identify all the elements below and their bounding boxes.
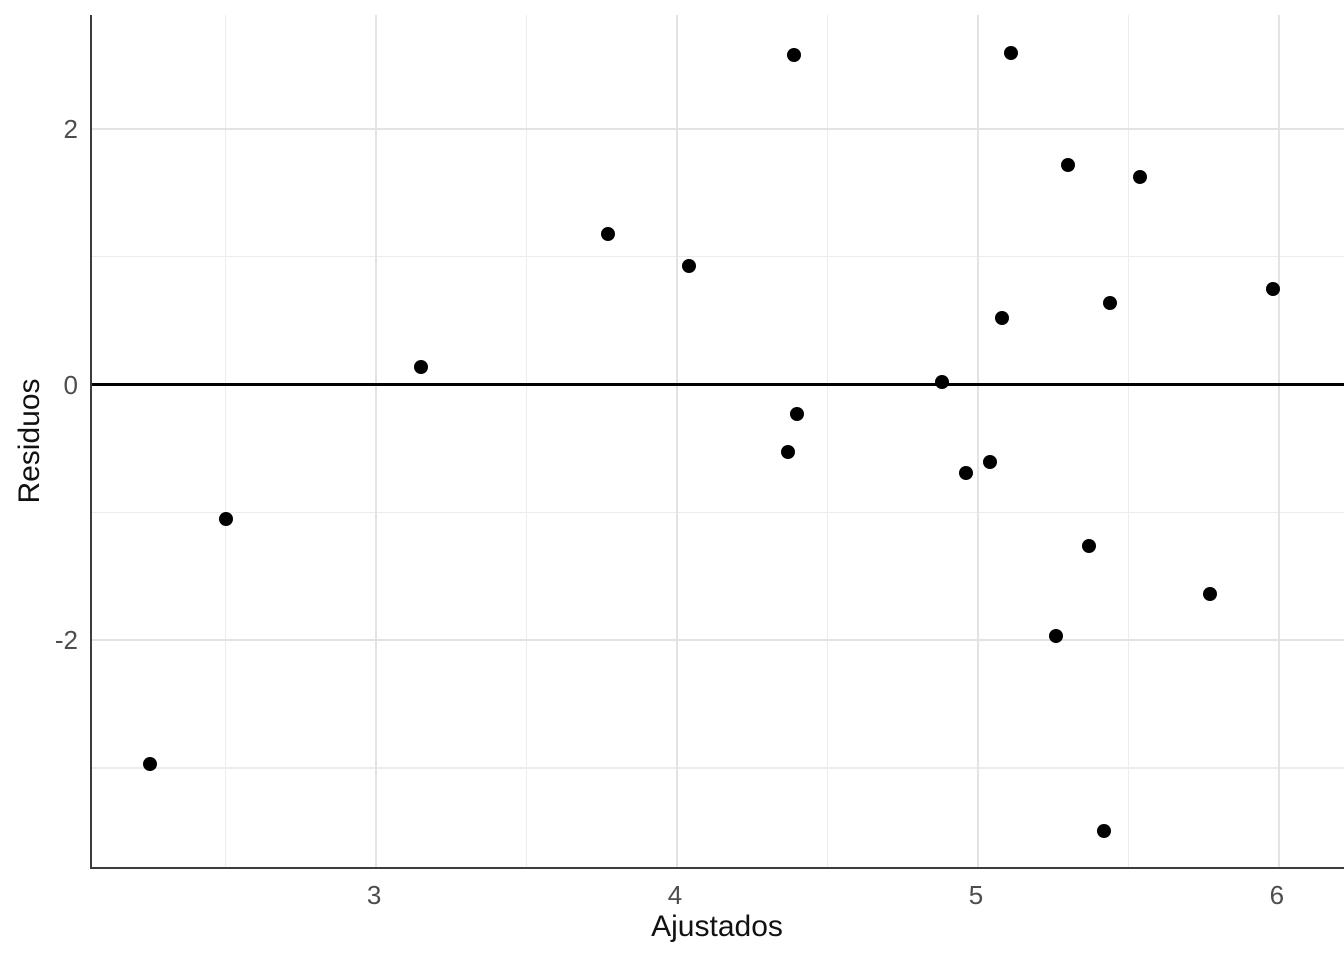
data-point (781, 445, 796, 460)
y-minor-gridline (92, 511, 1344, 514)
y-major-gridline (92, 127, 1344, 130)
data-point (1061, 157, 1076, 172)
zero-reference-line (92, 383, 1344, 386)
data-point (1097, 823, 1112, 838)
plot-panel (90, 15, 1344, 869)
y-minor-gridline (92, 256, 1344, 258)
data-point (600, 226, 615, 241)
data-point (143, 757, 158, 772)
data-point (982, 455, 997, 470)
data-point (934, 374, 949, 389)
x-tick-label: 4 (667, 880, 683, 910)
y-axis-title: Residuos (13, 378, 46, 504)
x-minor-gridline (525, 15, 528, 867)
x-axis-title: Ajustados (651, 910, 783, 943)
data-point (1265, 281, 1280, 296)
x-minor-gridline (826, 15, 829, 867)
y-minor-gridline (92, 767, 1344, 769)
y-major-gridline (92, 639, 1344, 642)
x-major-gridline (976, 15, 979, 867)
data-point (414, 359, 429, 374)
data-point (787, 47, 802, 62)
y-tick-label: 0 (63, 369, 78, 400)
x-major-gridline (375, 15, 378, 867)
y-tick-label: -2 (54, 625, 78, 656)
data-point (1202, 587, 1217, 602)
data-point (1082, 538, 1097, 553)
data-point (1103, 295, 1118, 310)
data-point (958, 465, 973, 480)
data-point (1133, 170, 1148, 185)
x-minor-gridline (225, 15, 227, 867)
data-point (682, 258, 697, 273)
data-point (218, 511, 233, 526)
x-major-gridline (676, 15, 679, 867)
data-point (1049, 629, 1064, 644)
x-tick-label: 5 (968, 880, 984, 910)
data-point (1004, 46, 1019, 61)
data-point (790, 406, 805, 421)
y-tick-label: 2 (63, 113, 78, 144)
x-tick-label: 6 (1269, 880, 1285, 910)
x-minor-gridline (1127, 15, 1130, 867)
data-point (995, 311, 1010, 326)
x-tick-label: 3 (366, 880, 382, 910)
x-major-gridline (1277, 15, 1280, 867)
